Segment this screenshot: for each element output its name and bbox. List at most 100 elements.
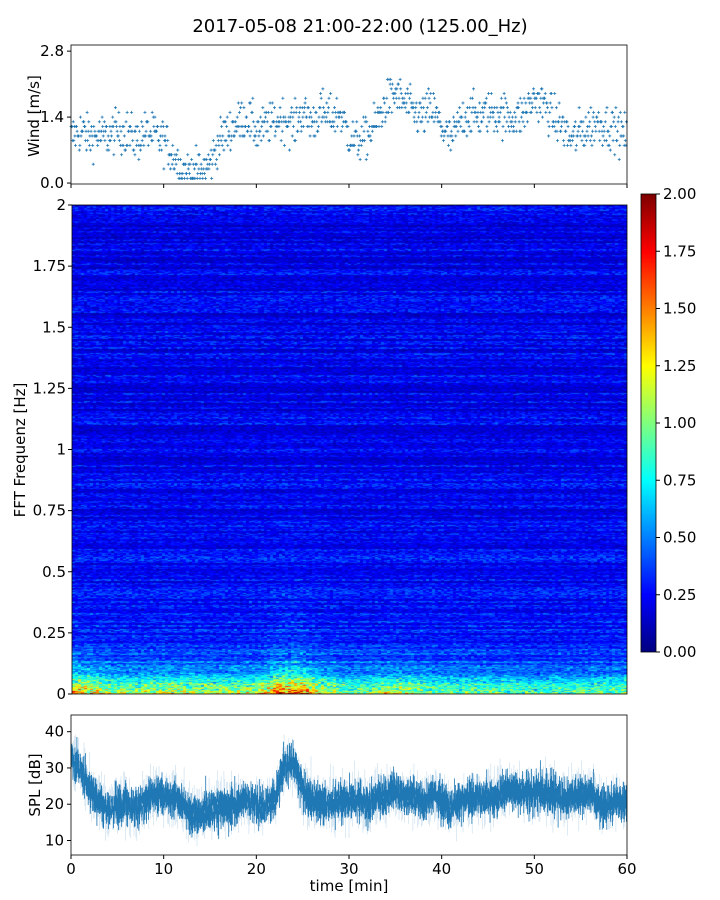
wind-point [356,148,360,152]
wind-point [273,134,277,138]
wind-point [548,101,552,105]
spectrogram-ytick-label: 1.5 [42,318,66,336]
wind-point [584,139,588,143]
wind-point [442,134,446,138]
wind-point [552,125,556,129]
wind-point [394,96,398,100]
wind-point [624,120,628,124]
wind-point [426,120,430,124]
wind-point [518,96,522,100]
wind-point [128,125,132,129]
wind-point [614,106,618,110]
wind-point [381,110,385,114]
wind-point [565,120,569,124]
wind-point [588,139,592,143]
wind-point [333,129,337,133]
wind-point [573,125,577,129]
wind-point [549,92,553,96]
wind-point [589,106,593,110]
wind-point [497,115,501,119]
wind-point [385,96,389,100]
wind-point [305,115,309,119]
wind-point [108,139,112,143]
spl-ytick-label: 10 [45,831,64,849]
wind-point [513,120,517,124]
wind-point [402,96,406,100]
wind-point [569,143,573,147]
wind-point [478,101,482,105]
wind-point [225,115,229,119]
spl-ytick-label: 20 [45,795,64,813]
wind-point [122,134,126,138]
wind-point [254,134,258,138]
wind-point [380,125,384,129]
wind-point [448,120,452,124]
wind-point [584,115,588,119]
wind-point [609,125,613,129]
wind-point [574,143,578,147]
wind-point [343,110,347,114]
wind-point [391,96,395,100]
wind-point [543,92,547,96]
wind-point [236,101,240,105]
wind-points [69,77,628,180]
wind-point [619,120,623,124]
wind-point [93,129,97,133]
wind-point [321,106,325,110]
wind-point [72,139,76,143]
wind-point [523,125,527,129]
wind-point [544,110,548,114]
wind-point [137,157,141,161]
wind-point [602,125,606,129]
wind-point [617,157,621,161]
wind-point [158,143,162,147]
wind-point [279,115,283,119]
wind-point [593,120,597,124]
wind-point [210,162,214,166]
wind-point [406,92,410,96]
wind-point [420,120,424,124]
wind-point [170,162,174,166]
wind-point [327,96,331,100]
wind-point [467,120,471,124]
wind-point [266,110,270,114]
wind-point [102,120,106,124]
wind-point [213,148,217,152]
colorbar-tick-label: 1.75 [663,242,696,260]
colorbar-tick-label: 1.00 [663,414,696,432]
wind-point [303,101,307,105]
wind-point [420,115,424,119]
wind-point [358,134,362,138]
wind-point [121,143,125,147]
wind-point [161,120,165,124]
wind-point [559,129,563,133]
wind-point [73,143,77,147]
wind-point [182,176,186,180]
wind-point [124,120,128,124]
wind-point [112,153,116,157]
wind-point [344,120,348,124]
wind-point [257,134,261,138]
colorbar-tick-label: 0.25 [663,586,696,604]
wind-point [283,115,287,119]
wind-point [494,125,498,129]
wind-point [153,115,157,119]
wind-point [530,101,534,105]
wind-point [117,110,121,114]
wind-point [106,143,110,147]
wind-point [508,110,512,114]
wind-point [89,129,93,133]
wind-point [222,148,226,152]
wind-point [590,143,594,147]
wind-point [103,129,107,133]
wind-point [501,125,505,129]
wind-point [538,110,542,114]
wind-point [170,153,174,157]
wind-point [291,125,295,129]
wind-point [510,120,514,124]
wind-point [294,139,298,143]
wind-point [333,106,337,110]
wind-point [601,143,605,147]
wind-point [354,129,358,133]
